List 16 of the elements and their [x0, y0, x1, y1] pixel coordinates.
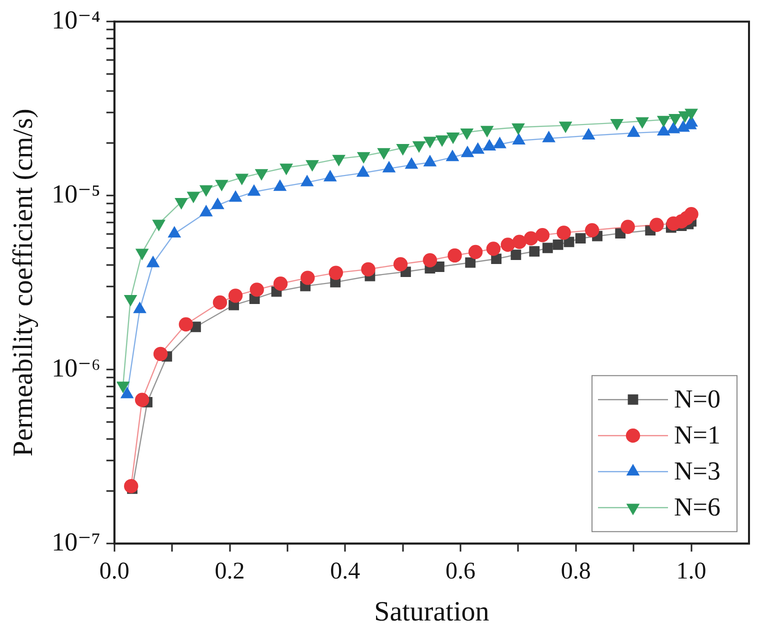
- y-tick-label: 10⁻⁷: [52, 527, 100, 556]
- x-tick-label: 0.0: [99, 558, 130, 584]
- legend-label: N=1: [674, 420, 720, 450]
- y-axis-title: Permeability coefficient (cm/s): [8, 108, 40, 457]
- legend-label: N=6: [674, 492, 720, 522]
- x-tick-label: 0.2: [214, 558, 245, 584]
- legend-label: N=3: [674, 456, 720, 486]
- y-tick-label: 10⁻⁶: [52, 353, 100, 382]
- x-tick-label: 0.8: [560, 558, 591, 584]
- x-tick-label: 0.6: [446, 558, 476, 584]
- y-tick-label: 10⁻⁴: [52, 5, 100, 34]
- x-tick-label: 0.4: [330, 558, 360, 584]
- x-axis-title: Saturation: [374, 596, 490, 628]
- legend-label: N=0: [674, 384, 720, 414]
- x-tick-label: 1.0: [676, 558, 706, 584]
- y-tick-label: 10⁻⁵: [52, 179, 100, 208]
